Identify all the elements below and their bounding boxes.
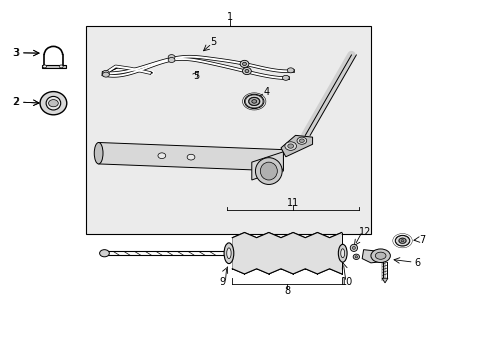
Text: 3: 3 — [12, 48, 18, 58]
Ellipse shape — [398, 238, 405, 243]
Ellipse shape — [242, 67, 251, 75]
Circle shape — [102, 72, 109, 77]
Circle shape — [59, 65, 63, 68]
Polygon shape — [99, 143, 283, 171]
Circle shape — [187, 154, 195, 160]
Text: 4: 4 — [263, 87, 269, 98]
Text: 3: 3 — [13, 48, 19, 58]
Text: 1: 1 — [226, 13, 232, 22]
Ellipse shape — [242, 62, 246, 66]
Text: 12: 12 — [358, 227, 370, 237]
Circle shape — [48, 100, 58, 107]
Ellipse shape — [244, 94, 264, 109]
Ellipse shape — [260, 162, 277, 180]
Ellipse shape — [255, 158, 282, 184]
Ellipse shape — [240, 60, 248, 67]
Ellipse shape — [394, 235, 409, 246]
Ellipse shape — [349, 244, 357, 251]
Circle shape — [287, 144, 293, 148]
Circle shape — [287, 68, 293, 73]
Polygon shape — [232, 233, 341, 274]
Ellipse shape — [40, 91, 67, 115]
Bar — [41, 64, 66, 68]
Circle shape — [299, 139, 304, 143]
Ellipse shape — [224, 243, 233, 264]
Ellipse shape — [370, 249, 389, 262]
Ellipse shape — [400, 240, 403, 242]
Polygon shape — [251, 152, 283, 180]
Circle shape — [102, 70, 109, 75]
Polygon shape — [381, 278, 387, 283]
Circle shape — [158, 153, 165, 158]
Circle shape — [285, 142, 296, 150]
Ellipse shape — [94, 143, 103, 164]
Text: 11: 11 — [286, 198, 299, 208]
Ellipse shape — [352, 254, 359, 260]
Ellipse shape — [354, 256, 357, 258]
Text: 8: 8 — [284, 287, 289, 296]
Text: 2: 2 — [12, 97, 18, 107]
Ellipse shape — [244, 69, 248, 73]
Polygon shape — [362, 249, 385, 263]
Text: 5: 5 — [192, 71, 199, 81]
Text: 9: 9 — [219, 277, 225, 287]
Ellipse shape — [374, 252, 385, 259]
Ellipse shape — [248, 98, 259, 105]
Circle shape — [100, 249, 109, 257]
Circle shape — [42, 65, 46, 68]
Bar — [86, 26, 370, 234]
Ellipse shape — [251, 100, 256, 103]
Text: 2: 2 — [13, 97, 19, 107]
Circle shape — [168, 55, 175, 60]
Circle shape — [168, 58, 175, 63]
Text: 5: 5 — [209, 37, 216, 48]
Text: 6: 6 — [413, 258, 419, 268]
Ellipse shape — [46, 96, 61, 110]
Ellipse shape — [340, 249, 344, 258]
Text: 7: 7 — [418, 235, 424, 245]
Text: 10: 10 — [340, 277, 352, 287]
Ellipse shape — [338, 244, 346, 262]
Ellipse shape — [352, 247, 355, 249]
Circle shape — [282, 75, 288, 80]
Ellipse shape — [226, 248, 231, 258]
Polygon shape — [281, 135, 312, 157]
Circle shape — [296, 137, 306, 144]
